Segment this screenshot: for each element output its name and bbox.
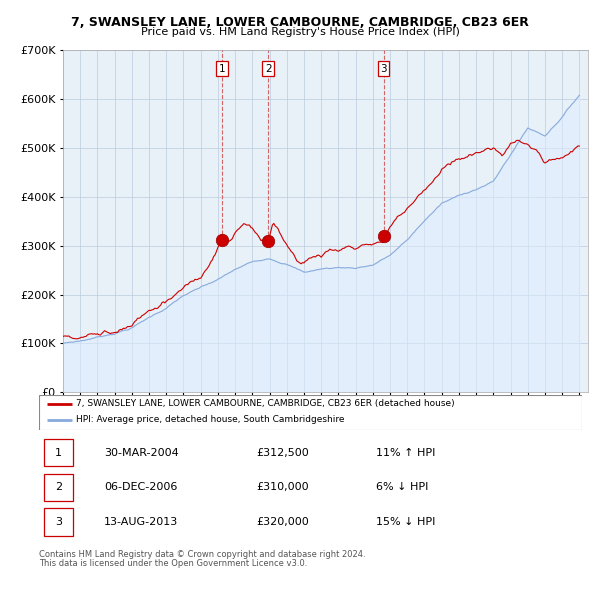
Text: 3: 3 (55, 517, 62, 527)
Text: 06-DEC-2006: 06-DEC-2006 (104, 483, 178, 492)
Bar (44, 439, 73, 466)
Text: 30-MAR-2004: 30-MAR-2004 (104, 448, 179, 458)
Text: £312,500: £312,500 (256, 448, 309, 458)
Text: Price paid vs. HM Land Registry's House Price Index (HPI): Price paid vs. HM Land Registry's House … (140, 27, 460, 37)
Bar (44, 474, 73, 501)
Text: 6% ↓ HPI: 6% ↓ HPI (376, 483, 428, 492)
Text: 11% ↑ HPI: 11% ↑ HPI (376, 448, 435, 458)
Text: 7, SWANSLEY LANE, LOWER CAMBOURNE, CAMBRIDGE, CB23 6ER: 7, SWANSLEY LANE, LOWER CAMBOURNE, CAMBR… (71, 16, 529, 29)
Text: 7, SWANSLEY LANE, LOWER CAMBOURNE, CAMBRIDGE, CB23 6ER (detached house): 7, SWANSLEY LANE, LOWER CAMBOURNE, CAMBR… (76, 399, 455, 408)
Text: 2: 2 (265, 64, 271, 74)
Text: Contains HM Land Registry data © Crown copyright and database right 2024.: Contains HM Land Registry data © Crown c… (39, 550, 365, 559)
Text: HPI: Average price, detached house, South Cambridgeshire: HPI: Average price, detached house, Sout… (76, 415, 344, 424)
Text: 15% ↓ HPI: 15% ↓ HPI (376, 517, 435, 527)
Text: This data is licensed under the Open Government Licence v3.0.: This data is licensed under the Open Gov… (39, 559, 307, 568)
Bar (44, 509, 73, 536)
Text: 13-AUG-2013: 13-AUG-2013 (104, 517, 178, 527)
Text: 2: 2 (55, 483, 62, 492)
Text: £320,000: £320,000 (256, 517, 309, 527)
Text: 1: 1 (219, 64, 226, 74)
Text: 3: 3 (380, 64, 387, 74)
Text: 1: 1 (55, 448, 62, 458)
Text: £310,000: £310,000 (256, 483, 309, 492)
